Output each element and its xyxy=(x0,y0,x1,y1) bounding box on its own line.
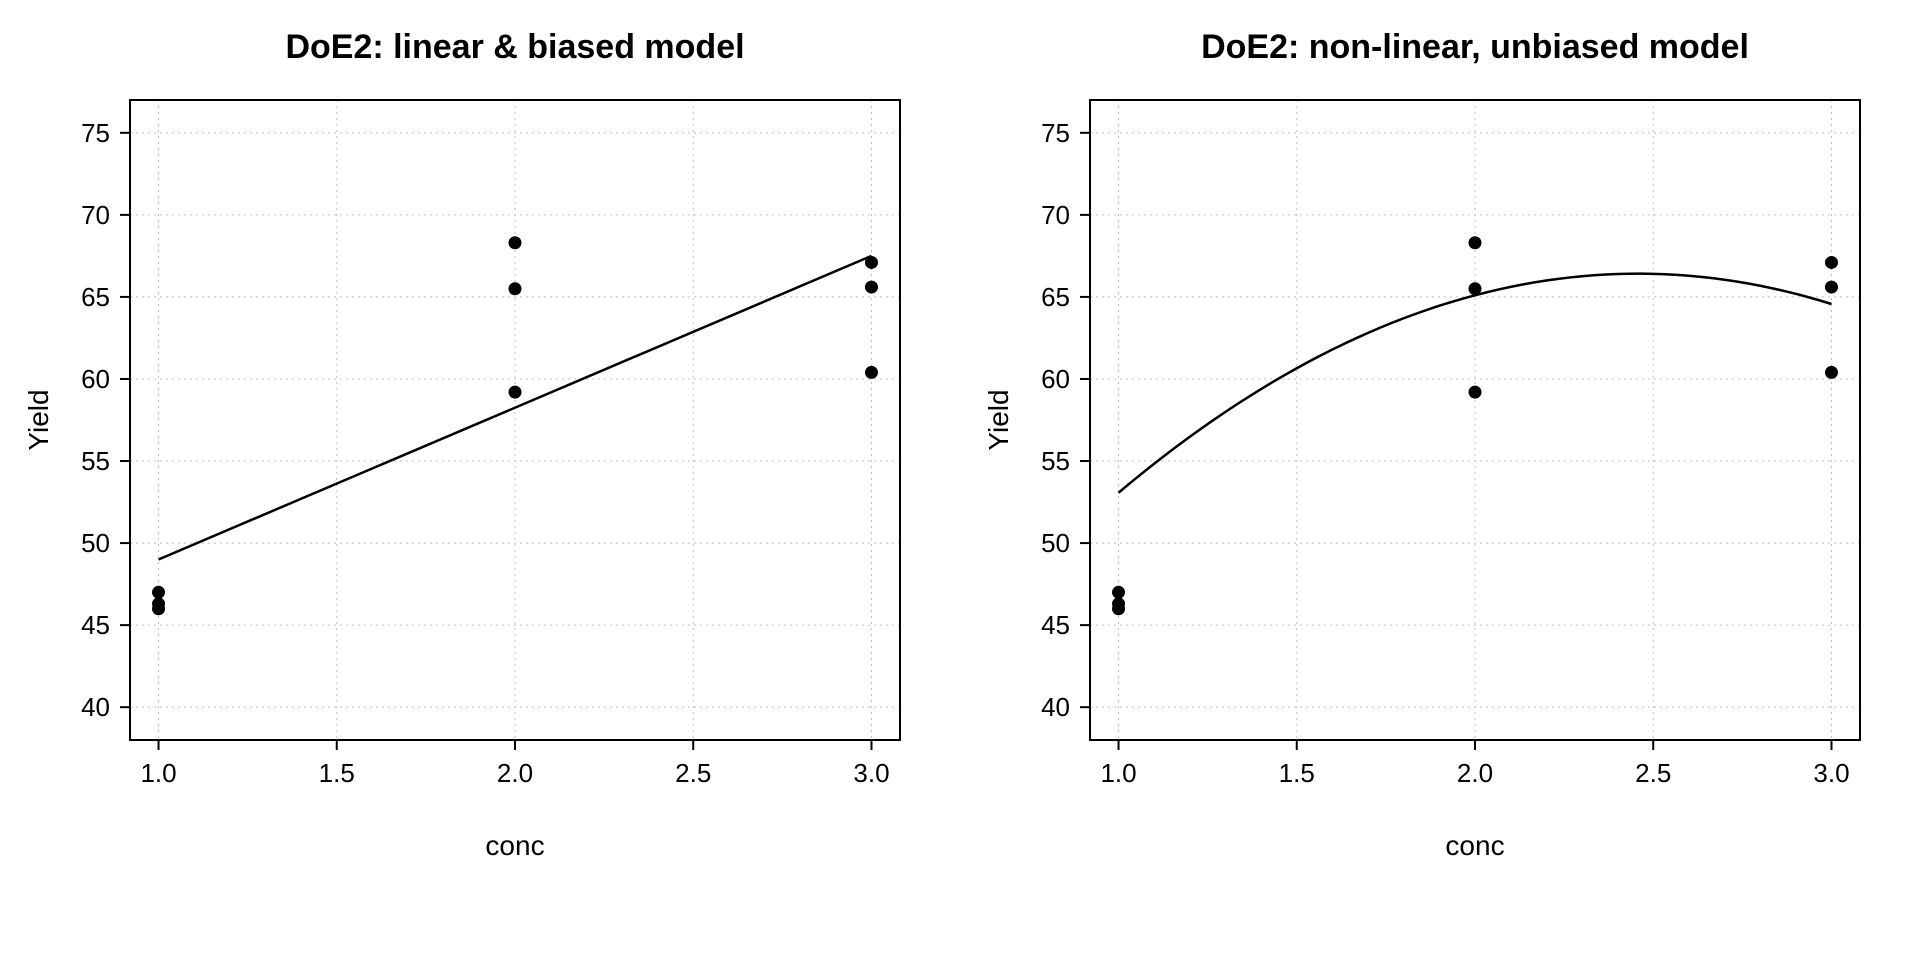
y-tick-label: 50 xyxy=(81,528,110,558)
y-tick-label: 65 xyxy=(1041,282,1070,312)
data-point xyxy=(1469,283,1481,295)
data-point xyxy=(865,256,877,268)
x-axis-label: conc xyxy=(485,830,544,861)
y-tick-label: 60 xyxy=(81,364,110,394)
chart-title: DoE2: linear & biased model xyxy=(285,28,744,66)
x-tick-label: 3.0 xyxy=(1813,758,1849,788)
data-point xyxy=(509,283,521,295)
y-tick-label: 55 xyxy=(81,446,110,476)
data-point xyxy=(1825,281,1837,293)
x-tick-label: 1.0 xyxy=(140,758,176,788)
y-tick-label: 45 xyxy=(81,610,110,640)
y-tick-label: 50 xyxy=(1041,528,1070,558)
panel-left: DoE2: linear & biased model 1.0 1.5 2.0 2.5 3… xyxy=(0,0,960,960)
x-tick-label: 1.5 xyxy=(319,758,355,788)
data-point xyxy=(1469,386,1481,398)
x-tick-label: 2.0 xyxy=(497,758,533,788)
panel-right: DoE2: non-linear, unbiased model 1.0 1.5 2.… xyxy=(960,0,1920,960)
y-tick-label: 40 xyxy=(81,692,110,722)
y-tick-label: 55 xyxy=(1041,446,1070,476)
data-point xyxy=(1469,237,1481,249)
data-point xyxy=(153,603,165,615)
data-point xyxy=(1113,603,1125,615)
x-tick-label: 2.5 xyxy=(675,758,711,788)
data-point xyxy=(509,237,521,249)
chart-title: DoE2: non-linear, unbiased model xyxy=(1201,28,1749,66)
x-tick-label: 2.0 xyxy=(1457,758,1493,788)
data-point xyxy=(865,366,877,378)
x-axis-label: conc xyxy=(1445,830,1504,861)
data-point xyxy=(1825,366,1837,378)
y-axis-label: Yield xyxy=(23,389,54,450)
y-tick-label: 45 xyxy=(1041,610,1070,640)
chart-left: DoE2: linear & biased model 1.0 1.5 2.0 2.5 3… xyxy=(0,0,960,960)
y-tick-label: 70 xyxy=(81,200,110,230)
y-tick-label: 60 xyxy=(1041,364,1070,394)
data-point xyxy=(153,586,165,598)
y-tick-label: 75 xyxy=(81,118,110,148)
y-axis-label: Yield xyxy=(983,389,1014,450)
x-tick-label: 2.5 xyxy=(1635,758,1671,788)
data-point xyxy=(1825,256,1837,268)
data-point xyxy=(509,386,521,398)
figure-container: DoE2: linear & biased model 1.0 1.5 2.0 2.5 3… xyxy=(0,0,1920,960)
x-tick-label: 1.0 xyxy=(1100,758,1136,788)
x-tick-label: 1.5 xyxy=(1279,758,1315,788)
data-point xyxy=(1113,586,1125,598)
y-tick-label: 40 xyxy=(1041,692,1070,722)
y-tick-label: 75 xyxy=(1041,118,1070,148)
y-tick-label: 70 xyxy=(1041,200,1070,230)
fit-line xyxy=(159,256,872,560)
grid xyxy=(1090,100,1860,740)
x-tick-label: 3.0 xyxy=(853,758,889,788)
chart-right: DoE2: non-linear, unbiased model 1.0 1.5 2.… xyxy=(960,0,1920,960)
y-tick-label: 65 xyxy=(81,282,110,312)
data-point xyxy=(865,281,877,293)
grid xyxy=(130,100,900,740)
